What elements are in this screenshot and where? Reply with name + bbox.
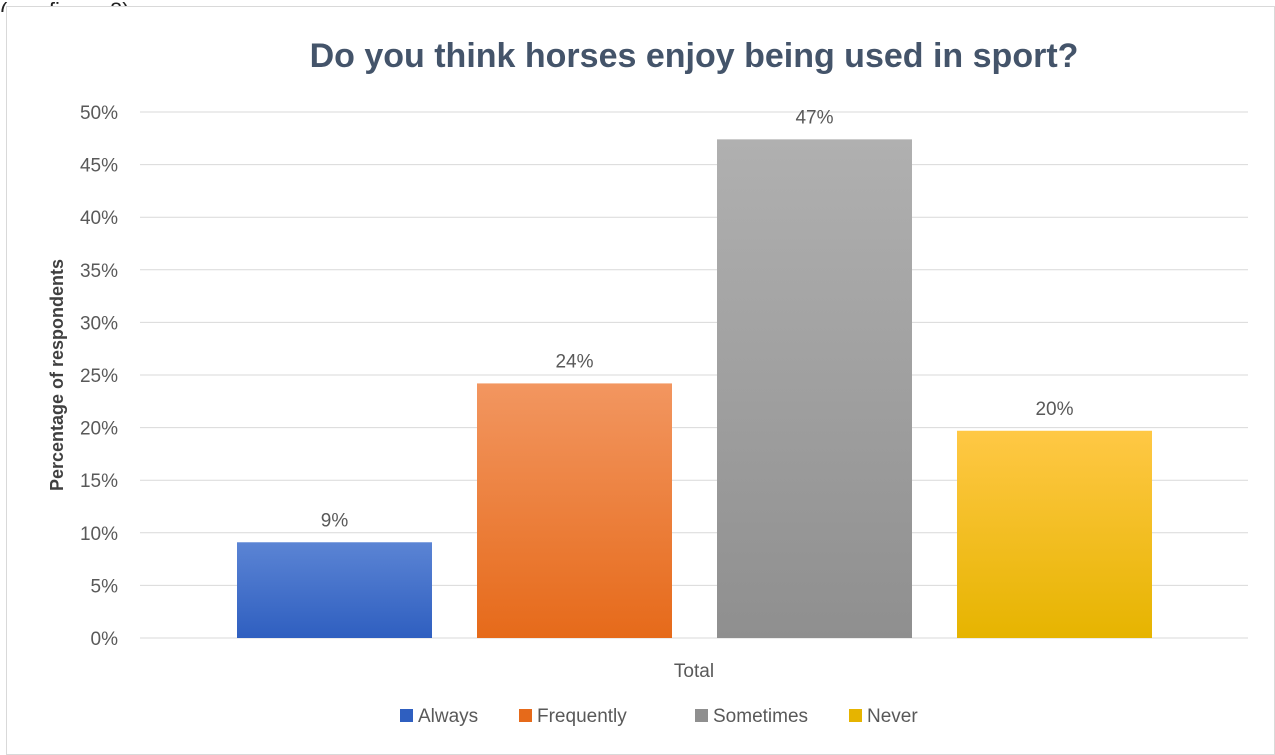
legend-swatch-sometimes (695, 709, 708, 722)
x-axis-label: Total (674, 661, 714, 682)
legend-label-never: Never (867, 706, 918, 727)
y-tick-label: 5% (91, 576, 119, 597)
y-tick-label: 15% (80, 471, 118, 492)
y-tick-label: 40% (80, 208, 118, 229)
legend-swatch-never (849, 709, 862, 722)
legend-swatch-frequently (519, 709, 532, 722)
legend-label-always: Always (418, 706, 478, 727)
y-tick-label: 45% (80, 156, 118, 177)
data-label-frequently: 24% (555, 351, 593, 372)
bar-never (957, 430, 1152, 638)
data-label-always: 9% (321, 510, 349, 531)
data-labels: 9% 24% 47% 20% (321, 107, 1074, 531)
bar-always (237, 542, 432, 638)
chart-title: Do you think horses enjoy being used in … (310, 37, 1079, 75)
y-axis-label: Percentage of respondents (47, 259, 67, 491)
y-tick-label: 20% (80, 419, 118, 440)
y-tick-label: 25% (80, 366, 118, 387)
y-tick-label: 50% (80, 103, 118, 124)
bars (237, 139, 1152, 639)
y-tick-label: 30% (80, 313, 118, 334)
data-label-never: 20% (1035, 399, 1073, 420)
legend-label-frequently: Frequently (537, 706, 627, 727)
legend-swatch-always (400, 709, 413, 722)
y-axis-ticks: 0% 5% 10% 15% 20% 25% 30% 35% 40% 45% 50% (80, 103, 118, 650)
bar-frequently (477, 383, 672, 638)
y-tick-label: 35% (80, 261, 118, 282)
y-tick-label: 0% (91, 629, 119, 650)
bar-sometimes (717, 139, 912, 639)
legend: Always Frequently Sometimes Never (400, 706, 918, 727)
legend-label-sometimes: Sometimes (713, 706, 808, 727)
data-label-sometimes: 47% (795, 107, 833, 128)
y-tick-label: 10% (80, 524, 118, 545)
